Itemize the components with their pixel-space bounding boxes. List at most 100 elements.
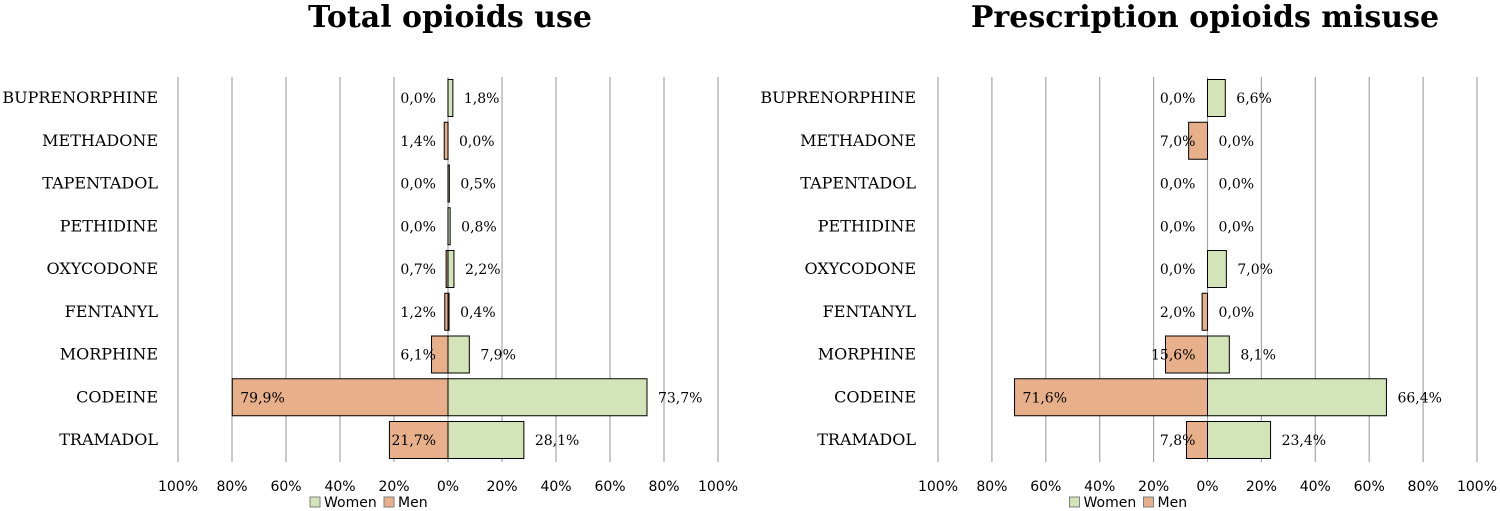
women-value-label: 0,8%: [461, 219, 497, 235]
women-value-label: 8,1%: [1240, 348, 1276, 364]
x-tick-label: 40%: [1300, 479, 1331, 495]
x-tick-label: 0%: [1196, 479, 1218, 495]
men-bar: [1014, 378, 1209, 417]
x-tick-label: 20%: [486, 479, 517, 495]
women-value-label: 2,2%: [465, 262, 501, 278]
x-tick-label: 60%: [270, 479, 301, 495]
women-bar: [1207, 378, 1387, 417]
men-value-label: 7,8%: [1160, 433, 1196, 449]
men-bar: [388, 421, 449, 459]
women-value-label: 0,0%: [1219, 134, 1255, 150]
category-label: FENTANYL: [823, 302, 917, 321]
women-value-label: 0,0%: [1219, 177, 1255, 193]
women-bar: [447, 250, 455, 288]
men-value-label: 0,0%: [1160, 177, 1196, 193]
men-value-label: 0,0%: [400, 91, 436, 107]
x-tick-label: 80%: [1408, 479, 1439, 495]
category-label: CODEINE: [834, 387, 916, 406]
women-value-label: 73,7%: [658, 390, 702, 406]
women-bar: [1207, 79, 1226, 117]
women-value-label: 0,0%: [1219, 305, 1255, 321]
women-bar: [447, 335, 470, 374]
x-tick-label: 60%: [1030, 479, 1061, 495]
men-value-label: 2,0%: [1160, 305, 1196, 321]
men-value-label: 0,7%: [400, 262, 436, 278]
x-tick-label: 0%: [437, 479, 459, 495]
x-tick-label: 60%: [594, 479, 625, 495]
chart-title-total-opioids-use: Total opioids use: [308, 0, 592, 35]
category-label: MORPHINE: [60, 345, 158, 364]
category-label: OXYCODONE: [47, 259, 159, 278]
men-value-label: 0,0%: [400, 219, 436, 235]
category-label: MORPHINE: [818, 345, 916, 364]
women-bar: [447, 292, 450, 331]
x-tick-label: 60%: [1354, 479, 1385, 495]
women-bar: [447, 79, 454, 117]
category-label: TAPENTADOL: [800, 174, 916, 193]
men-bar: [1188, 121, 1209, 160]
x-tick-label: 20%: [378, 479, 409, 495]
women-value-label: 0,0%: [1219, 219, 1255, 235]
legend-swatch-men: [1143, 496, 1154, 508]
women-value-label: 1,8%: [464, 91, 500, 107]
legend-label-men: Men: [1158, 495, 1188, 511]
men-value-label: 15,6%: [1151, 348, 1195, 364]
men-value-label: 1,2%: [400, 305, 436, 321]
category-label: FENTANYL: [65, 302, 159, 321]
x-tick-label: 80%: [216, 479, 247, 495]
women-value-label: 66,4%: [1397, 390, 1441, 406]
women-value-label: 7,0%: [1237, 262, 1273, 278]
x-tick-label: 40%: [540, 479, 571, 495]
women-value-label: 23,4%: [1282, 433, 1326, 449]
category-label: OXYCODONE: [805, 259, 917, 278]
category-label: PETHIDINE: [818, 216, 916, 235]
men-value-label: 21,7%: [392, 433, 436, 449]
women-bar: [447, 378, 648, 417]
women-value-label: 6,6%: [1236, 91, 1272, 107]
category-label: PETHIDINE: [60, 216, 158, 235]
category-label: BUPRENORPHINE: [2, 88, 158, 107]
category-label: METHADONE: [42, 131, 158, 150]
legend-label-men: Men: [398, 495, 428, 511]
women-value-label: 0,0%: [459, 134, 495, 150]
women-value-label: 0,4%: [460, 305, 496, 321]
x-tick-label: 100%: [1457, 479, 1497, 495]
men-value-label: 6,1%: [400, 348, 436, 364]
category-label: METHADONE: [800, 131, 916, 150]
men-value-label: 1,4%: [400, 134, 436, 150]
men-bar: [443, 121, 449, 160]
women-value-label: 7,9%: [480, 348, 516, 364]
women-value-label: 0,5%: [460, 177, 496, 193]
x-tick-label: 80%: [648, 479, 679, 495]
men-value-label: 71,6%: [1023, 390, 1067, 406]
x-tick-label: 100%: [918, 479, 958, 495]
x-tick-label: 40%: [324, 479, 355, 495]
men-bar: [1201, 292, 1208, 331]
men-bar: [231, 378, 449, 417]
women-bar: [1207, 421, 1272, 459]
women-bar: [447, 421, 525, 459]
men-value-label: 7,0%: [1160, 134, 1196, 150]
category-label: CODEINE: [76, 387, 158, 406]
women-bar: [1207, 335, 1230, 374]
women-bar: [447, 207, 451, 246]
women-bar: [447, 164, 450, 203]
men-value-label: 0,0%: [400, 177, 436, 193]
men-value-label: 0,0%: [1160, 219, 1196, 235]
legend-swatch-men: [383, 496, 395, 508]
men-value-label: 79,9%: [240, 390, 284, 406]
women-value-label: 28,1%: [535, 433, 579, 449]
x-tick-label: 80%: [976, 479, 1007, 495]
x-tick-label: 100%: [698, 479, 738, 495]
men-value-label: 0,0%: [1160, 262, 1196, 278]
x-tick-label: 100%: [158, 479, 198, 495]
chart-title-prescription-opioids-misuse: Prescription opioids misuse: [970, 0, 1440, 35]
x-tick-label: 40%: [1084, 479, 1115, 495]
x-tick-label: 20%: [1246, 479, 1277, 495]
women-bar: [1207, 250, 1227, 288]
legend-swatch-women: [309, 496, 321, 508]
category-label: TRAMADOL: [817, 430, 916, 449]
legend-label-women: Women: [1084, 495, 1137, 511]
